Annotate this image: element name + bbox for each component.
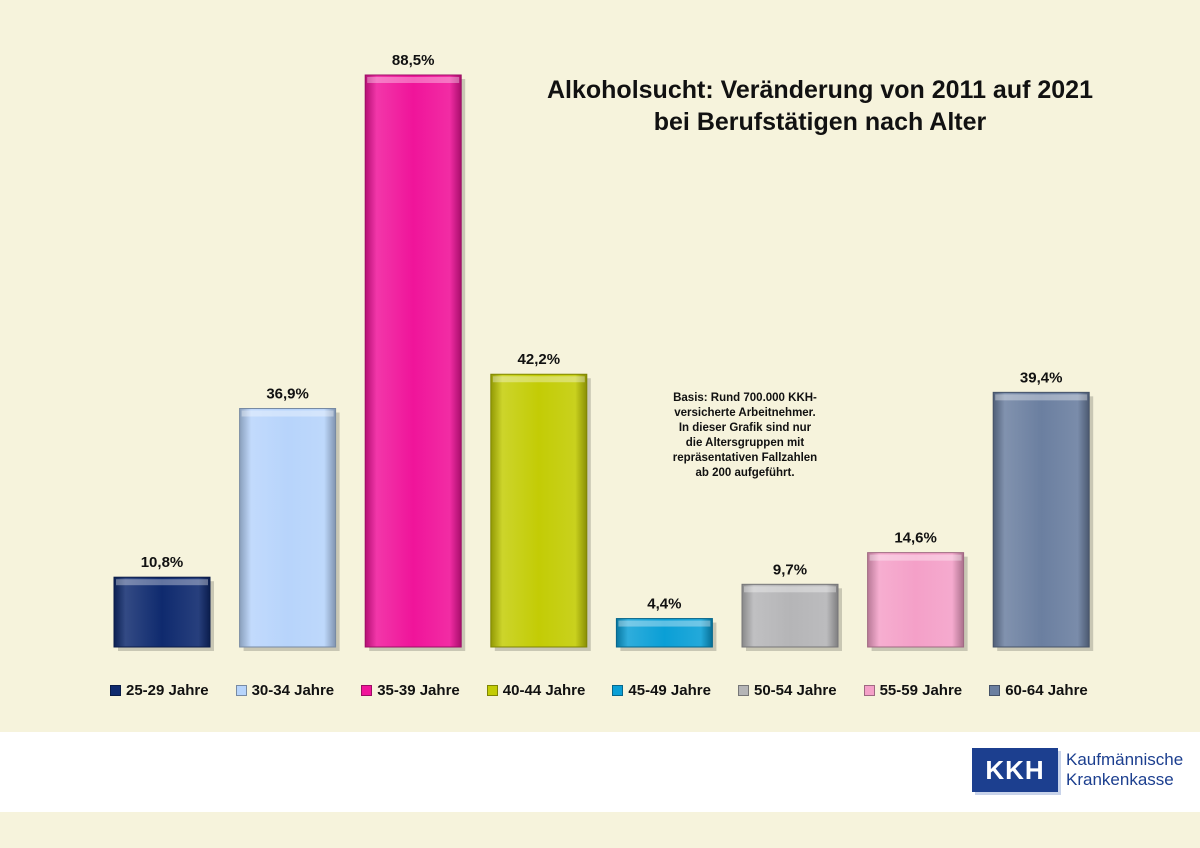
value-label-25-29-jahre: 10,8% <box>141 554 184 571</box>
bar-45-49-jahre <box>615 618 713 648</box>
legend-swatch-25-29-jahre <box>110 685 121 696</box>
bar-highlight-45-49-jahre <box>618 620 711 627</box>
legend-label-45-49-jahre: 45-49 Jahre <box>628 682 711 699</box>
bar-25-29-jahre <box>113 576 211 648</box>
bar-40-44-jahre <box>490 373 588 648</box>
note-line-6: ab 200 aufgeführt. <box>695 467 795 479</box>
legend-label-35-39-jahre: 35-39 Jahre <box>377 682 460 699</box>
kkh-logo-mark: KKH <box>972 748 1058 792</box>
kkh-logo-text: Kaufmännische Krankenkasse <box>1066 750 1183 790</box>
chart-title: Alkoholsucht: Veränderung von 2011 auf 2… <box>470 74 1170 138</box>
legend-label-55-59-jahre: 55-59 Jahre <box>879 682 963 699</box>
legend-item-30-34-jahre: 30-34 Jahre <box>235 682 335 699</box>
note-line-1: Basis: Rund 700.000 KKH- <box>673 392 817 404</box>
note-line-2: versicherte Arbeitnehmer. <box>674 407 816 419</box>
basis-note: Basis: Rund 700.000 KKH- versicherte Arb… <box>640 391 850 481</box>
bar-highlight-35-39-jahre <box>367 77 460 83</box>
legend-label-30-34-jahre: 30-34 Jahre <box>251 682 335 699</box>
legend-label-60-64-jahre: 60-64 Jahre <box>1005 682 1088 699</box>
bar-highlight-40-44-jahre <box>492 376 585 383</box>
bar-50-54-jahre <box>741 583 839 648</box>
legend-swatch-60-64-jahre <box>989 685 1001 696</box>
value-label-50-54-jahre: 9,7% <box>773 561 807 578</box>
legend-item-45-49-jahre: 45-49 Jahre <box>612 682 711 699</box>
bottom-strip <box>0 812 1200 848</box>
legend-label-50-54-jahre: 50-54 Jahre <box>754 682 837 699</box>
legend-swatch-50-54-jahre <box>738 685 749 696</box>
value-labels-group: 10,8% 36,9% 88,5% 42,2% 4,4% 9,7% 14,6% 39,4% <box>141 52 1063 613</box>
bar-chart: 10,8% 36,9% 88,5% 42,2% 4,4% 9,7% 14,6% 39,4% <box>113 52 1094 651</box>
value-label-35-39-jahre: 88,5% <box>392 52 435 69</box>
legend-swatch-35-39-jahre <box>361 685 373 696</box>
legend-label-25-29-jahre: 25-29 Jahre <box>126 682 209 699</box>
chart-title-line-1: Alkoholsucht: Veränderung von 2011 auf 2… <box>546 76 1093 104</box>
legend-item-35-39-jahre: 35-39 Jahre <box>361 682 460 699</box>
bar-highlight-55-59-jahre <box>869 554 962 561</box>
bar-highlight-30-34-jahre <box>241 410 334 417</box>
value-label-40-44-jahre: 42,2% <box>518 351 561 368</box>
value-label-45-49-jahre: 4,4% <box>647 596 681 613</box>
legend-swatch-45-49-jahre <box>612 685 624 696</box>
bar-highlight-60-64-jahre <box>995 394 1088 401</box>
bars-group <box>113 74 1094 651</box>
bar-30-34-jahre <box>239 408 337 648</box>
bar-35-39-jahre <box>364 74 462 648</box>
note-line-3: In dieser Grafik sind nur <box>678 422 812 434</box>
note-line-5: repräsentativen Fallzahlen <box>672 452 818 464</box>
legend-item-25-29-jahre: 25-29 Jahre <box>110 682 209 699</box>
value-label-60-64-jahre: 39,4% <box>1020 369 1063 386</box>
kkh-logo: KKH Kaufmännische Krankenkasse <box>972 748 1183 792</box>
chart-area: 10,8% 36,9% 88,5% 42,2% 4,4% 9,7% 14,6% 39,4% A… <box>0 52 1200 702</box>
legend-item-55-59-jahre: 55-59 Jahre <box>863 682 963 699</box>
logo-name-line-2: Krankenkasse <box>1066 770 1174 789</box>
chart-title-line-2: bei Berufstätigen nach Alter <box>653 108 987 136</box>
legend-item-50-54-jahre: 50-54 Jahre <box>738 682 837 699</box>
value-label-30-34-jahre: 36,9% <box>266 386 309 403</box>
legend-swatch-40-44-jahre <box>486 685 498 696</box>
legend-label-40-44-jahre: 40-44 Jahre <box>502 682 586 699</box>
bar-highlight-25-29-jahre <box>116 579 208 586</box>
note-line-4: die Altersgruppen mit <box>685 437 805 449</box>
legend-swatch-30-34-jahre <box>235 685 247 696</box>
bar-60-64-jahre <box>992 391 1090 648</box>
legend-swatch-55-59-jahre <box>863 685 875 696</box>
value-label-55-59-jahre: 14,6% <box>894 530 937 547</box>
legend-item-40-44-jahre: 40-44 Jahre <box>486 682 586 699</box>
legend-item-60-64-jahre: 60-64 Jahre <box>989 682 1088 699</box>
logo-name-line-1: Kaufmännische <box>1066 750 1184 769</box>
legend: 25-29 Jahre 30-34 Jahre 35-39 Jahre 40-44 J… <box>0 682 1200 702</box>
bar-highlight-50-54-jahre <box>744 586 836 593</box>
bar-55-59-jahre <box>867 552 965 648</box>
